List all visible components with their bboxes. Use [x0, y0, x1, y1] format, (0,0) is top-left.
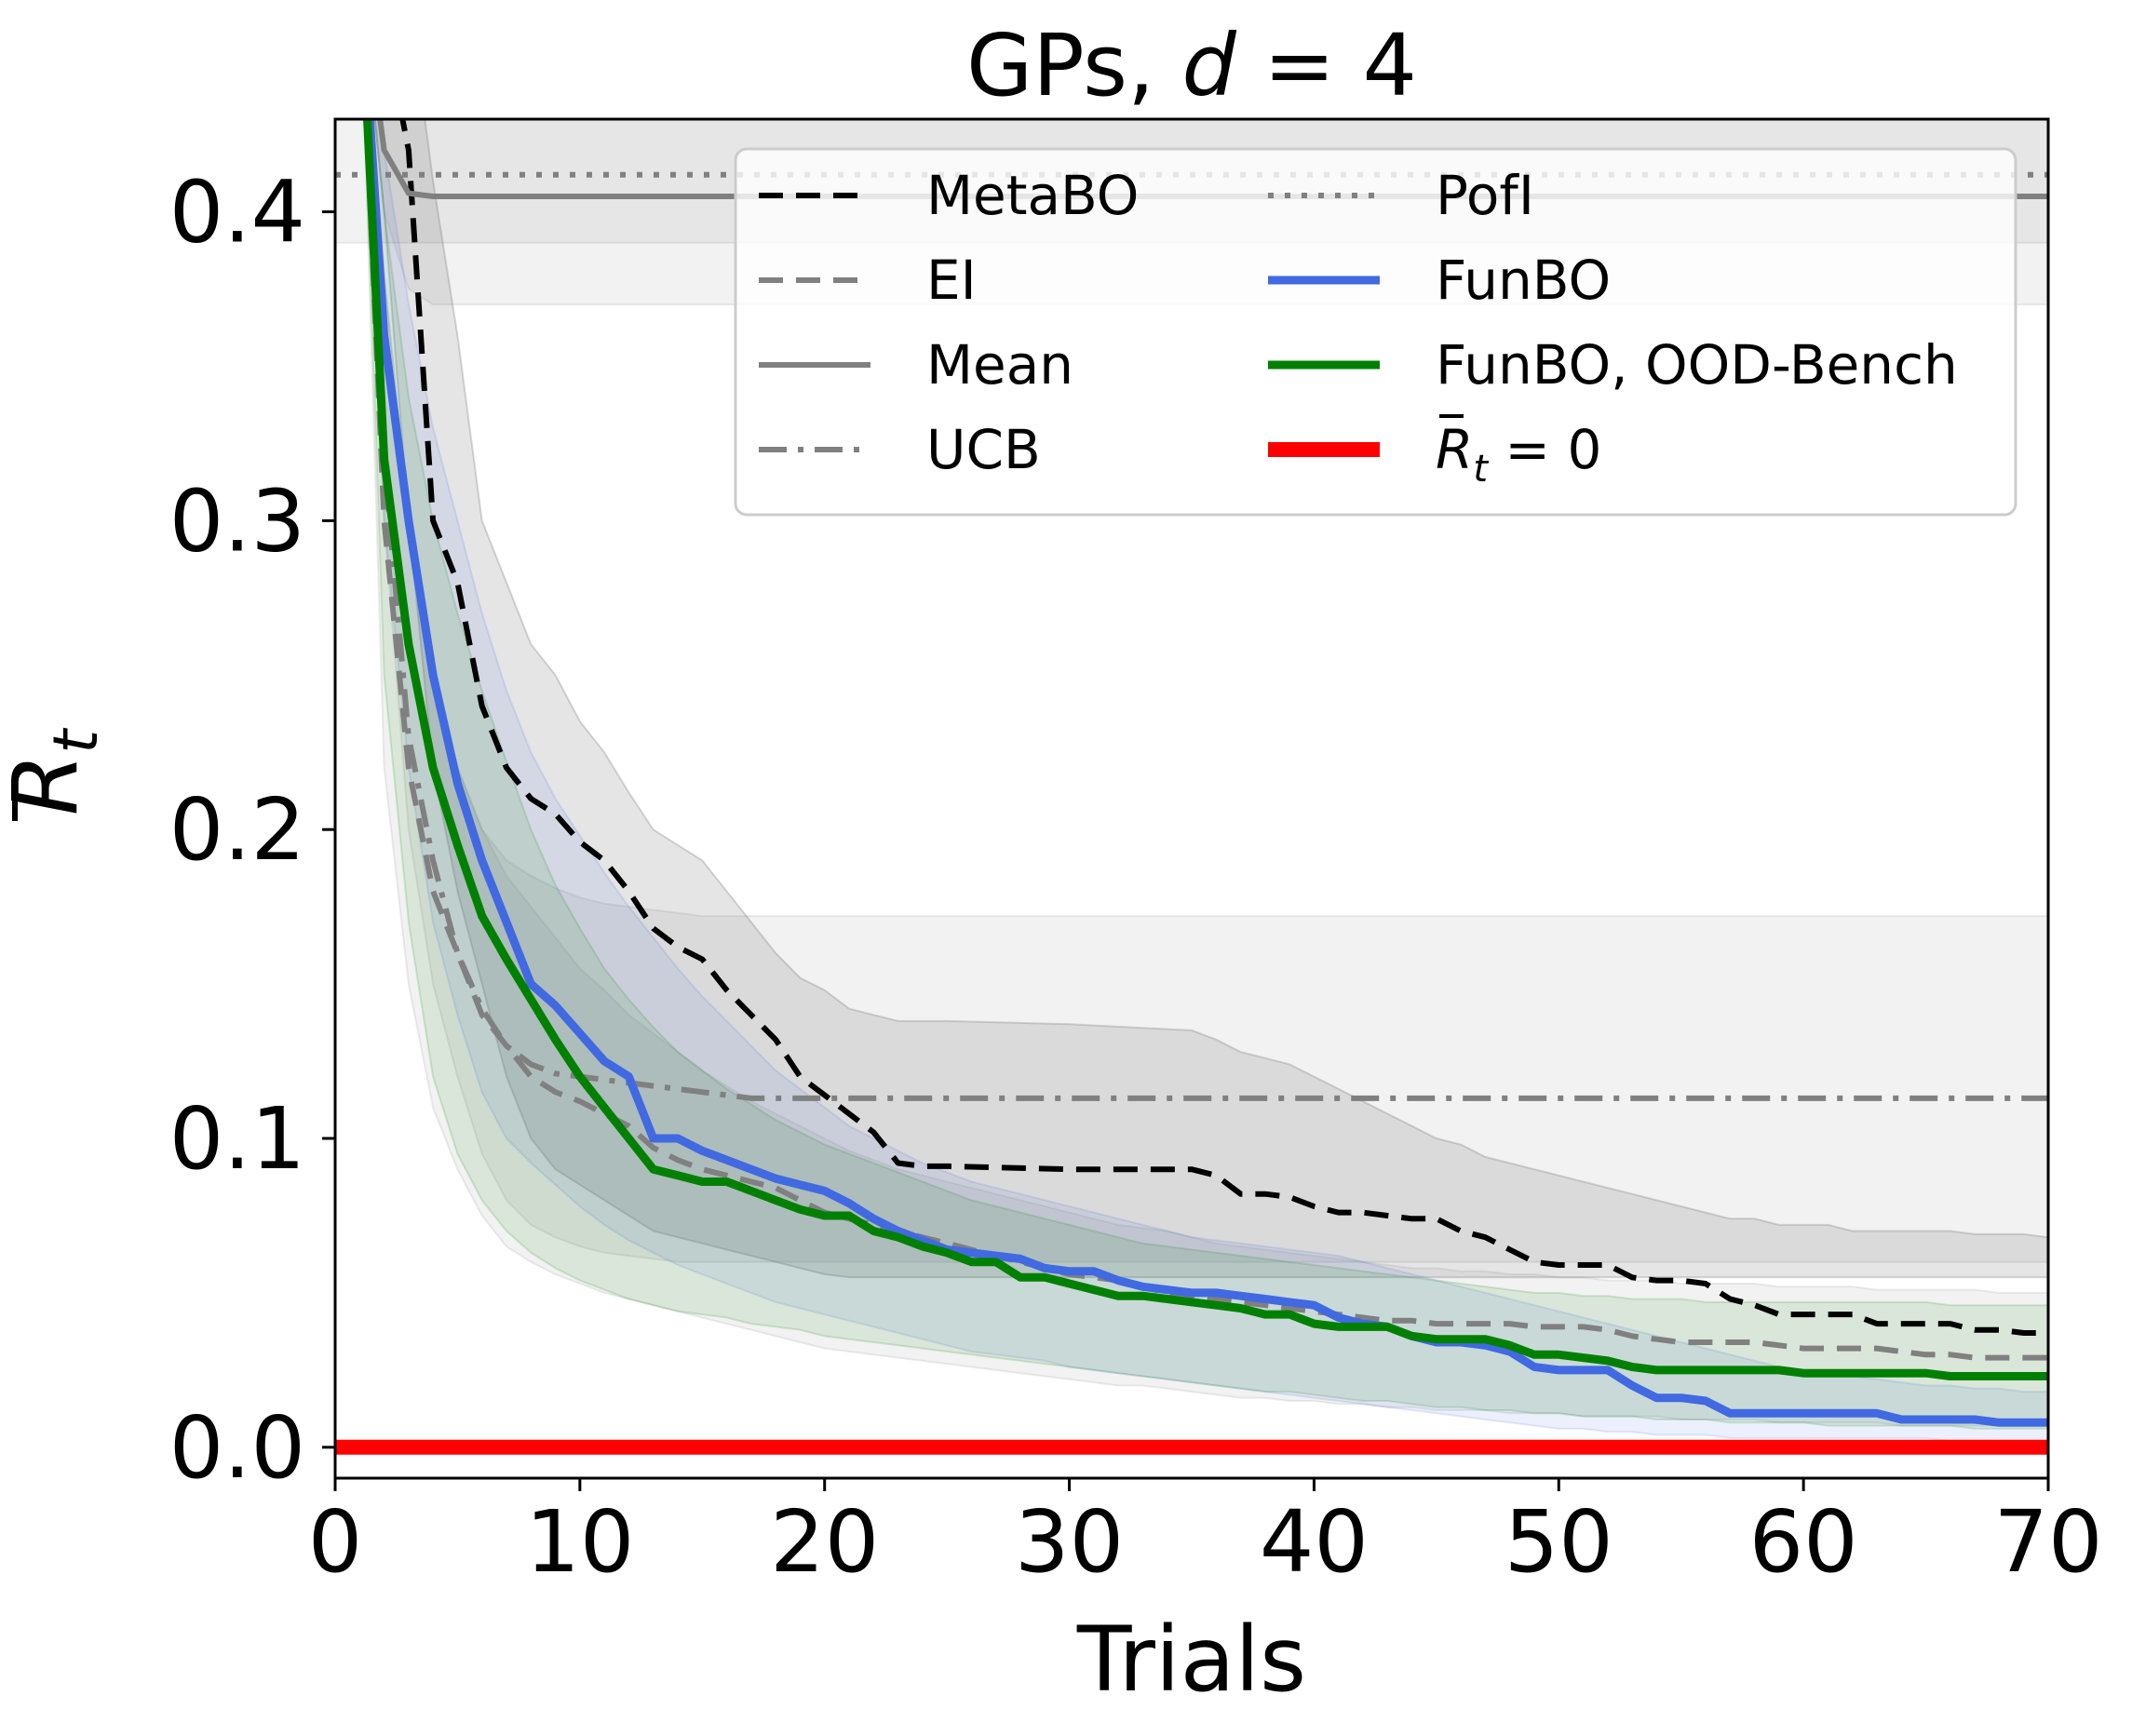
y-tick-label: 0.0: [169, 1398, 305, 1498]
band-funbo: [365, 119, 2048, 1443]
x-axis-label: Trials: [1076, 1608, 1306, 1712]
y-tick-label: 0.3: [169, 471, 305, 571]
legend-label-funbo-ood-bench: FunBO, OOD-Bench: [1436, 333, 1958, 397]
line-funbo-ood-bench: [363, 119, 2048, 1380]
y-axis-label-sub: t: [40, 728, 112, 754]
y-tick-label: 0.1: [169, 1089, 305, 1189]
x-tick-label: 70: [1993, 1492, 2102, 1592]
line-ei: [363, 119, 2048, 1361]
x-tick-label: 40: [1260, 1492, 1369, 1592]
band-ucb: [365, 119, 2048, 1263]
legend-label-funbo: FunBO: [1436, 249, 1611, 312]
legend-label-mean: Mean: [926, 333, 1073, 397]
y-tick-label: 0.2: [169, 780, 305, 880]
x-tick-label: 30: [1015, 1492, 1124, 1592]
chart-title: GPs, d = 4: [966, 16, 1417, 115]
legend-label-metabo: MetaBO: [926, 164, 1139, 227]
x-axis-ticks: 0 10 20 30 40 50 60 70: [308, 1478, 2103, 1592]
y-axis-label: Rt: [0, 728, 112, 821]
x-tick-label: 0: [308, 1492, 363, 1592]
legend-items: MetaBO EI Mean UCB PofI FunBO FunBO, OOD-Bench…: [759, 164, 1958, 491]
x-tick-label: 50: [1505, 1492, 1613, 1592]
line-ucb: [364, 119, 2048, 1101]
legend: MetaBO EI Mean UCB PofI FunBO FunBO, OOD-Bench…: [734, 147, 2017, 517]
band-ei: [363, 119, 2048, 1427]
x-tick-label: 60: [1749, 1492, 1858, 1592]
x-tick-label: 10: [525, 1492, 634, 1592]
x-tick-label: 20: [770, 1492, 879, 1592]
legend-label-ucb: UCB: [926, 418, 1041, 481]
legend-label-pofi: PofI: [1436, 164, 1534, 227]
legend-box: [734, 147, 2017, 517]
legend-label-ei: EI: [926, 249, 977, 312]
line-funbo: [365, 119, 2048, 1427]
plot-frame: [333, 117, 2050, 1480]
y-axis-ticks: 0.0 0.1 0.2 0.3 0.4: [169, 163, 335, 1498]
band-metabo: [373, 119, 2048, 1279]
band-funbo-ood-bench: [364, 119, 2048, 1430]
legend-label-r-t-7: Rt = 0: [1436, 418, 1601, 491]
y-tick-label: 0.4: [169, 163, 305, 262]
line-metabo: [399, 119, 2048, 1336]
